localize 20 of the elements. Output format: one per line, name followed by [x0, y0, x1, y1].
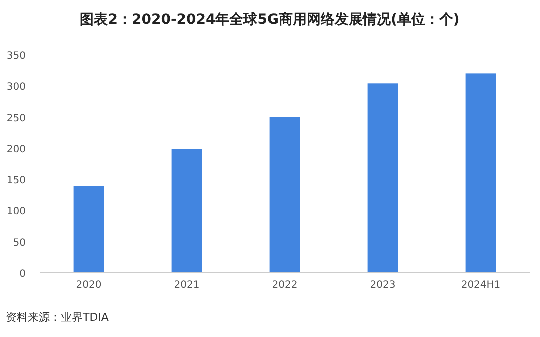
- y-tick-label: 0: [20, 269, 26, 280]
- y-tick-label: 300: [6, 82, 26, 94]
- text: 资料来源：业界TDIA: [6, 311, 110, 324]
- bar: [270, 117, 300, 273]
- x-tick-label: 2022: [272, 280, 298, 291]
- bar: [466, 74, 496, 273]
- y-tick-label: 200: [6, 144, 26, 156]
- y-tick-label: 50: [13, 238, 26, 249]
- y-tick-label: 350: [6, 51, 26, 62]
- y-tick-label: 250: [6, 113, 26, 124]
- x-tick-label: 2023: [370, 280, 396, 291]
- x-tick-label: 2021: [174, 280, 200, 291]
- bar: [172, 149, 202, 273]
- x-tick-label: 2020: [76, 280, 102, 291]
- y-tick-label: 150: [6, 176, 26, 187]
- bar: [368, 84, 398, 273]
- y-tick-label: 100: [6, 206, 26, 218]
- x-tick-label: 2024H1: [461, 280, 501, 291]
- chart-title: 图表2：2020-2024年全球5G商用网络发展情况(单位：个): [80, 11, 460, 28]
- bar: [74, 186, 104, 273]
